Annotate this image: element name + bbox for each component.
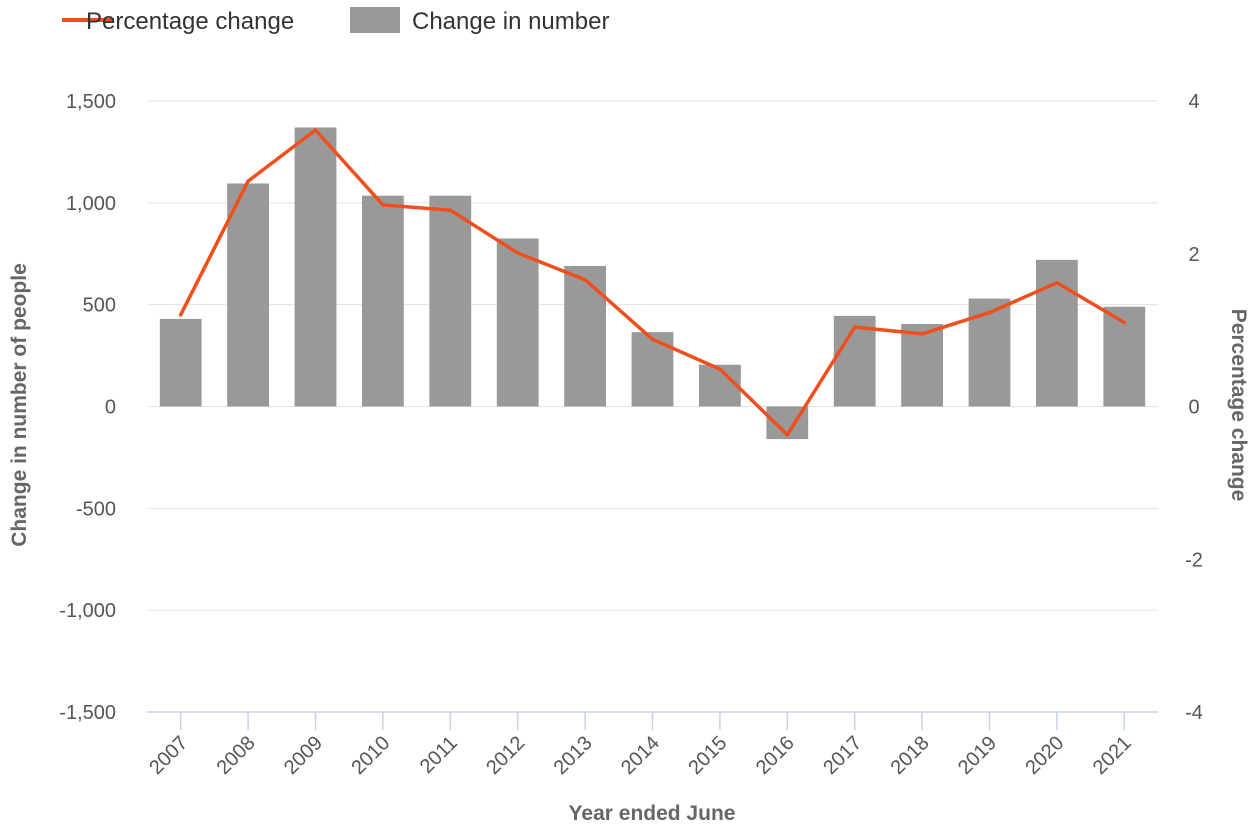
y2-tick-label: 4 [1188, 91, 1199, 113]
line-point-2018 [920, 332, 924, 336]
line-point-2015 [718, 367, 722, 371]
line-point-2016 [785, 432, 790, 437]
x-tick-label: 2021 [1089, 732, 1136, 779]
bar-2009 [294, 127, 337, 407]
y2-tick-label: -4 [1185, 702, 1203, 724]
x-tick-label: 2012 [482, 732, 529, 779]
line-point-2009 [313, 128, 318, 132]
percentage-line [178, 128, 1127, 437]
x-tick-label: 2011 [416, 732, 462, 778]
y-tick-label: 1,500 [66, 91, 116, 113]
bar-2019 [968, 298, 1011, 407]
line-point-2020 [1055, 280, 1059, 285]
x-tick-label: 2008 [213, 732, 260, 779]
line-point-2010 [381, 203, 385, 207]
line-point-2008 [246, 179, 250, 183]
y-axis-right-title: Percentage change [1227, 309, 1250, 502]
legend-label-change-in-number: Change in number [412, 8, 609, 35]
x-tick-label: 2009 [280, 732, 327, 779]
x-axis: 2007 2008 2009 2010 2011 2012 2013 2014 2015 2016… [145, 711, 1158, 779]
y-tick-label: 0 [105, 397, 116, 419]
bar-2018 [901, 324, 943, 407]
y-tick-label: -1,500 [59, 702, 116, 724]
x-tick-label: 2013 [550, 732, 597, 779]
legend: Percentage change Change in number [62, 7, 609, 35]
line-point-2011 [448, 208, 453, 213]
x-tick-label: 2016 [752, 732, 799, 779]
x-tick-label: 2007 [145, 732, 192, 779]
line-point-2012 [515, 251, 520, 255]
y-axis-right-ticks: 4 2 0 -2 -4 [1185, 91, 1203, 724]
bar-2011 [429, 195, 472, 407]
x-axis-title: Year ended June [569, 802, 736, 825]
x-tick-label: 2017 [819, 732, 866, 779]
y2-tick-label: 0 [1188, 397, 1199, 419]
line-point-2017 [852, 325, 857, 329]
y2-tick-label: 2 [1188, 244, 1199, 266]
x-tick-label: 2020 [1021, 732, 1068, 779]
line-point-2014 [650, 337, 655, 342]
y-tick-label: 500 [83, 295, 116, 317]
y-axis-left-ticks: 1,500 1,000 500 0 -500 -1,000 -1,500 [59, 91, 116, 724]
x-tick-label: 2015 [684, 732, 731, 779]
bar-2013 [564, 265, 606, 407]
bar-2015 [699, 364, 741, 407]
x-tick-label: 2014 [617, 732, 664, 779]
line-point-2007 [178, 313, 183, 317]
x-tick-label: 2010 [347, 732, 394, 779]
line-point-2019 [987, 310, 992, 315]
bar-2010 [362, 195, 404, 407]
bar-2017 [833, 315, 876, 407]
bars [159, 127, 1146, 440]
line-point-2013 [583, 277, 587, 282]
bar-2012 [496, 238, 539, 407]
legend-bar-swatch [350, 7, 400, 33]
x-tick-label: 2018 [887, 732, 934, 779]
y-axis-left-title: Change in number of people [8, 263, 31, 547]
y-tick-label: -1,000 [59, 600, 116, 622]
y2-tick-label: -2 [1185, 549, 1203, 571]
y-tick-label: -500 [76, 498, 116, 520]
bar-2014 [631, 332, 674, 407]
line-point-2021 [1122, 320, 1127, 325]
bar-2008 [227, 183, 269, 407]
x-tick-label: 2019 [954, 732, 1001, 779]
y-tick-label: 1,000 [66, 193, 116, 215]
bar-2007 [159, 318, 202, 407]
legend-label-percentage-change: Percentage change [86, 8, 294, 35]
